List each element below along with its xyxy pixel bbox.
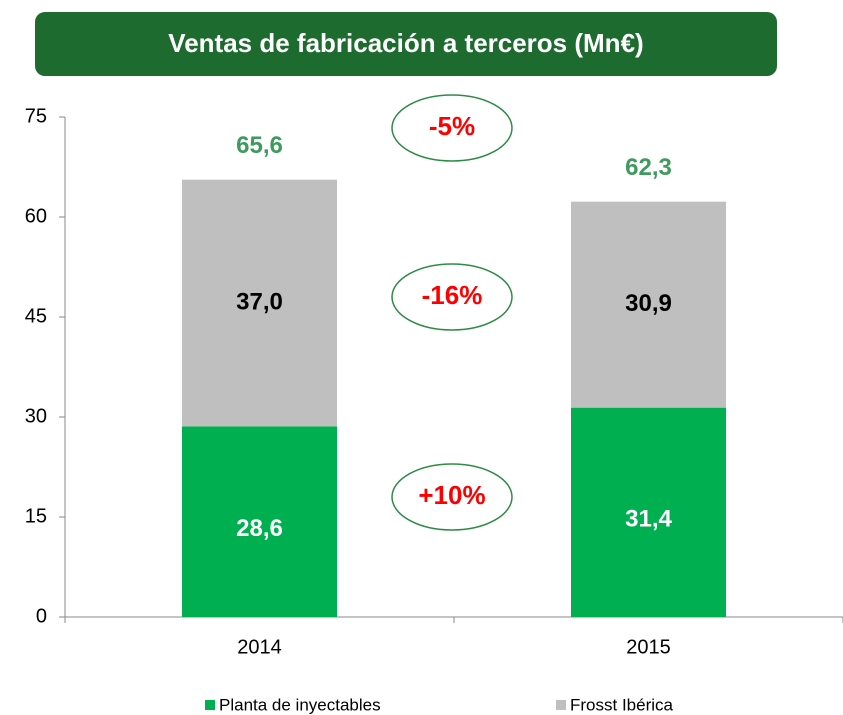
- value-label: 30,9: [625, 290, 672, 317]
- value-label: 37,0: [236, 288, 283, 315]
- change-bubble: [391, 263, 513, 331]
- legend-swatch: [556, 700, 566, 710]
- change-bubble: [391, 463, 513, 531]
- y-tick-label: 15: [25, 505, 47, 527]
- legend-swatch: [205, 700, 215, 710]
- x-tick-label: 2014: [237, 636, 282, 658]
- bar-segment: [182, 179, 337, 427]
- y-tick-label: 0: [36, 605, 47, 627]
- x-tick-label: 2015: [626, 636, 671, 658]
- chart-title: Ventas de fabricación a terceros (Mn€): [168, 28, 643, 58]
- bar-segment: [571, 201, 726, 408]
- bar-segment: [182, 426, 337, 617]
- value-label: 31,4: [625, 506, 672, 533]
- total-label: 65,6: [236, 132, 283, 159]
- bar-segment: [571, 407, 726, 617]
- change-label: -5%: [429, 111, 475, 141]
- legend-label: Frosst Ibérica: [570, 695, 674, 714]
- y-tick-label: 30: [25, 405, 47, 427]
- y-tick-label: 75: [25, 105, 47, 127]
- total-label: 62,3: [625, 154, 672, 181]
- change-label: -16%: [422, 280, 483, 310]
- change-bubble: [391, 94, 513, 162]
- title-banner: [35, 12, 777, 76]
- y-tick-label: 45: [25, 305, 47, 327]
- y-tick-label: 60: [25, 205, 47, 227]
- legend-label: Planta de inyectables: [219, 695, 381, 714]
- value-label: 28,6: [236, 515, 283, 542]
- change-label: +10%: [418, 480, 485, 510]
